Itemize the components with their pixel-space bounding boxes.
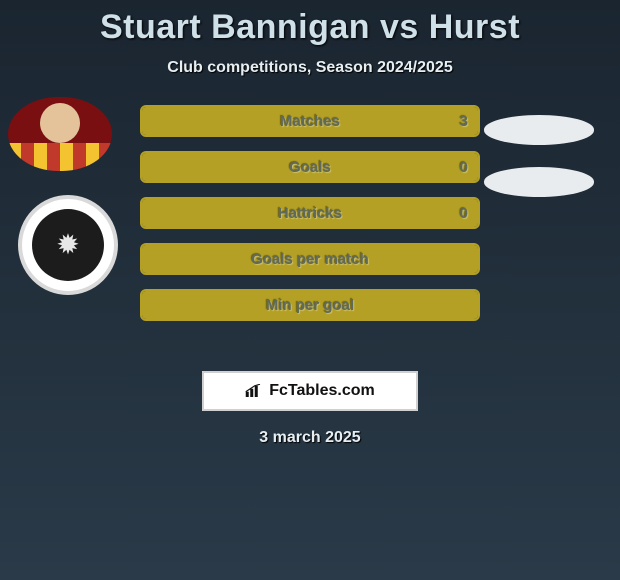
stat-bar-value: 3: [460, 107, 468, 135]
stat-bar: Matches3: [140, 105, 480, 137]
right-ovals: [484, 115, 604, 219]
avatar-jersey: [8, 143, 112, 171]
opponent-oval: [484, 167, 594, 197]
chart-icon: [245, 384, 263, 398]
stat-bars: Matches3Goals0Hattricks0Goals per matchM…: [140, 105, 480, 335]
stat-bar-label: Hattricks: [142, 199, 478, 227]
stat-bar-value: 0: [460, 153, 468, 181]
avatar-head: [40, 103, 80, 143]
brand-text: FcTables.com: [269, 382, 375, 400]
stat-bar-label: Goals: [142, 153, 478, 181]
page-subtitle: Club competitions, Season 2024/2025: [0, 59, 620, 77]
left-avatars: ✹: [8, 97, 128, 295]
club-badge-inner: ✹: [32, 209, 104, 281]
footer-date: 3 march 2025: [0, 429, 620, 447]
page-title: Stuart Bannigan vs Hurst: [0, 0, 620, 47]
stat-bar: Goals per match: [140, 243, 480, 275]
stat-bar: Hattricks0: [140, 197, 480, 229]
stat-bar: Goals0: [140, 151, 480, 183]
thistle-icon: ✹: [56, 231, 79, 259]
player-avatar: [8, 97, 112, 171]
stat-bar-value: 0: [460, 199, 468, 227]
brand-box[interactable]: FcTables.com: [202, 371, 418, 411]
stat-bar: Min per goal: [140, 289, 480, 321]
stat-bar-label: Matches: [142, 107, 478, 135]
comparison-content: ✹ Matches3Goals0Hattricks0Goals per matc…: [0, 97, 620, 357]
opponent-oval: [484, 115, 594, 145]
stat-bar-label: Min per goal: [142, 291, 478, 319]
stat-bar-label: Goals per match: [142, 245, 478, 273]
club-badge: ✹: [18, 195, 118, 295]
